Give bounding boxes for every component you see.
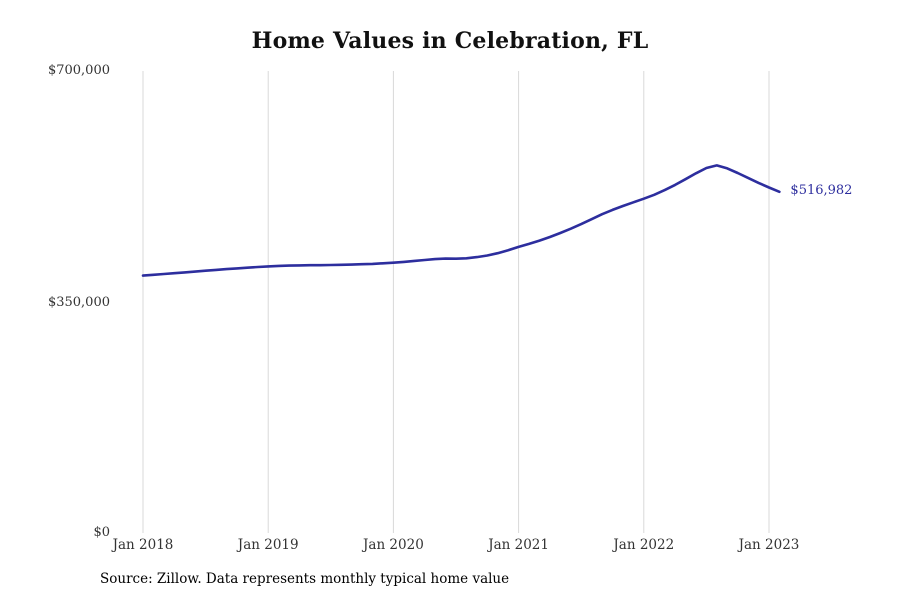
x-axis-tick-jan-2022: Jan 2022 [613, 537, 675, 553]
home-value-line [141, 164, 781, 277]
latest-value-label: $516,982 [790, 182, 853, 198]
x-axis-tick-jan-2023: Jan 2023 [738, 537, 800, 553]
x-axis-tick-jan-2018: Jan 2018 [112, 537, 174, 553]
y-axis-tick-0: $0 [93, 525, 110, 540]
chart-title: Home Values in Celebration, FL [251, 28, 649, 54]
source-note: Source: Zillow. Data represents monthly … [100, 571, 510, 587]
x-axis-tick-jan-2020: Jan 2020 [362, 537, 424, 553]
y-axis-tick-700000: $700,000 [47, 63, 110, 78]
y-axis-tick-350000: $350,000 [47, 295, 110, 310]
x-axis-tick-jan-2019: Jan 2019 [237, 537, 299, 553]
x-axis-tick-jan-2021: Jan 2021 [488, 537, 549, 553]
